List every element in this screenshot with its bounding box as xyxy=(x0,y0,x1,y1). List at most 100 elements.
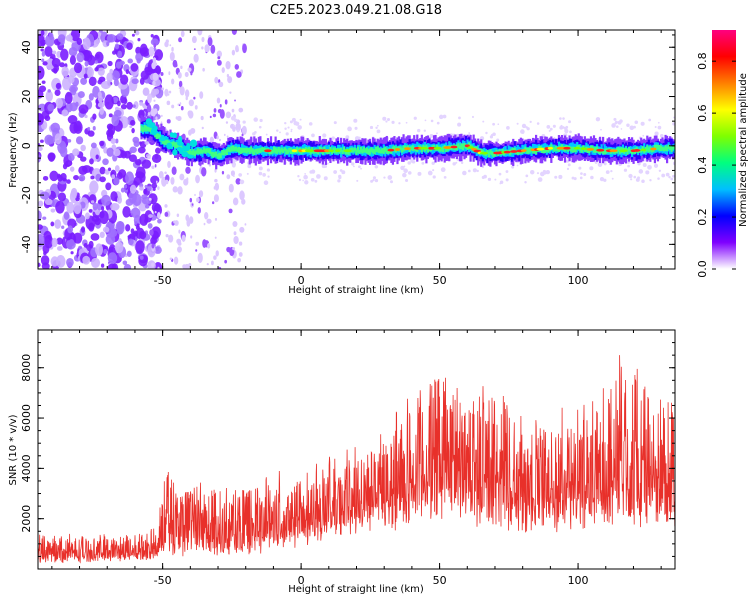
colorbar-tick-label: 0.2 xyxy=(696,208,709,226)
noise-speck xyxy=(171,78,175,85)
halo-speck xyxy=(298,178,302,182)
noise-blob xyxy=(54,219,62,229)
ridge-band-cell xyxy=(659,145,663,152)
halo-speck xyxy=(565,125,569,129)
ridge-band-cell xyxy=(570,146,573,152)
ridge-band-cell xyxy=(571,146,574,153)
noise-speck xyxy=(241,198,246,205)
noise-speck xyxy=(147,112,151,116)
halo-speck xyxy=(672,161,675,166)
halo-speck xyxy=(383,176,386,179)
halo-speck xyxy=(297,125,302,130)
halo-speck xyxy=(372,179,375,182)
ridge-band-cell xyxy=(407,145,410,150)
halo-speck xyxy=(439,114,444,120)
ridge-band-cell xyxy=(665,146,669,152)
noise-blob xyxy=(69,102,78,112)
ridge-band-cell xyxy=(669,145,672,151)
noise-blob xyxy=(62,178,67,182)
noise-blob xyxy=(117,50,123,59)
ridge-band-cell xyxy=(376,146,379,153)
noise-blob xyxy=(116,33,124,40)
noise-speck xyxy=(233,231,237,236)
noise-blob xyxy=(70,30,81,42)
noise-blob xyxy=(70,251,74,255)
noise-blob xyxy=(51,237,58,248)
noise-speck xyxy=(179,173,185,181)
ridge-band-cell xyxy=(387,149,390,154)
ridge-band-cell xyxy=(239,147,242,155)
ridge-band-cell xyxy=(149,126,152,133)
halo-speck xyxy=(516,164,519,167)
noise-speck xyxy=(238,252,243,257)
halo-speck xyxy=(638,169,644,174)
noise-speck xyxy=(176,115,182,121)
noise-speck xyxy=(218,266,222,269)
halo-speck xyxy=(360,167,363,170)
ridge-band-cell xyxy=(279,148,282,154)
noise-speck xyxy=(174,220,179,226)
noise-blob xyxy=(103,248,108,255)
halo-speck xyxy=(619,119,623,123)
noise-blob xyxy=(94,217,101,226)
noise-blob xyxy=(73,62,83,74)
noise-speck xyxy=(225,121,229,124)
ridge-band-cell xyxy=(186,148,189,155)
halo-speck xyxy=(549,127,553,131)
ridge-hotspot xyxy=(443,146,452,149)
noise-blob xyxy=(61,66,69,77)
noise-blob xyxy=(50,221,55,227)
ridge-hotspot xyxy=(308,149,314,153)
halo-speck xyxy=(505,170,509,173)
halo-speck xyxy=(579,176,583,180)
ridge-band-cell xyxy=(487,151,490,158)
noise-blob xyxy=(70,187,78,198)
halo-speck xyxy=(573,177,577,181)
ridge-band-cell xyxy=(244,148,247,153)
ridge-band-cell xyxy=(283,146,286,157)
halo-speck xyxy=(485,131,488,135)
noise-blob xyxy=(48,32,54,41)
noise-blob xyxy=(54,133,62,145)
ridge-band-cell xyxy=(531,148,535,154)
halo-speck xyxy=(600,128,602,131)
halo-speck xyxy=(289,120,293,124)
noise-blob xyxy=(73,175,80,181)
ridge-band-cell xyxy=(312,149,315,154)
ridge-blob xyxy=(166,142,173,150)
spectrogram-ytick-label: -20 xyxy=(20,186,33,204)
noise-speck xyxy=(190,72,193,76)
noise-speck xyxy=(231,108,235,113)
noise-blob xyxy=(120,150,127,159)
noise-speck xyxy=(153,108,158,115)
noise-speck xyxy=(231,49,236,56)
noise-blob xyxy=(84,114,88,119)
halo-speck xyxy=(310,177,315,182)
noise-speck xyxy=(184,89,190,98)
snr-xtick-label: 100 xyxy=(568,574,589,587)
noise-blob xyxy=(150,175,160,185)
ridge-hotspot xyxy=(520,149,527,153)
noise-blob xyxy=(66,238,76,250)
noise-blob xyxy=(125,69,130,74)
ridge-hotspot xyxy=(387,148,395,152)
noise-speck xyxy=(188,99,194,107)
ridge-band-cell xyxy=(259,148,262,153)
noise-speck xyxy=(238,107,244,113)
noise-blob xyxy=(135,46,142,55)
noise-speck xyxy=(168,234,174,243)
ridge-band-cell xyxy=(525,147,529,154)
ridge-band-cell xyxy=(670,146,673,152)
ridge-band-cell xyxy=(187,149,190,154)
noise-blob xyxy=(88,93,94,101)
ridge-band-cell xyxy=(365,147,369,154)
noise-speck xyxy=(165,179,169,185)
noise-blob xyxy=(126,250,132,257)
halo-speck xyxy=(299,118,302,121)
ridge-band-cell xyxy=(362,146,366,153)
noise-blob xyxy=(97,91,102,99)
halo-speck xyxy=(297,175,300,178)
halo-speck xyxy=(643,158,647,162)
halo-speck xyxy=(613,117,617,121)
noise-blob xyxy=(38,210,42,222)
